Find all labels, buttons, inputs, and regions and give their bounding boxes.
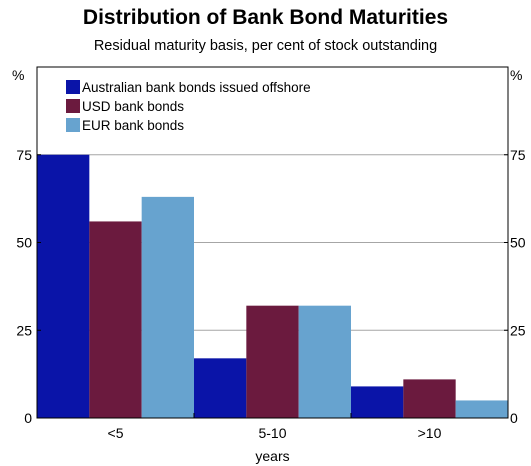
y-tick-label-right: 0 [510, 410, 518, 426]
tick-marks [37, 154, 508, 419]
y-tick-label-right: 75 [510, 147, 526, 163]
y-tick-label-right: 25 [510, 322, 526, 338]
y-tick-label-left: 50 [16, 235, 32, 251]
bar [403, 379, 456, 418]
x-tick-label: <5 [108, 425, 124, 441]
bar [194, 358, 247, 418]
legend: Australian bank bonds issued offshore USD… [66, 80, 311, 133]
bar [246, 305, 299, 418]
legend-swatch [66, 80, 80, 94]
bar [89, 221, 142, 418]
bars [37, 154, 508, 418]
y-unit-right: % [510, 67, 522, 83]
x-tick-label: >10 [418, 425, 442, 441]
y-tick-label-left: 25 [16, 322, 32, 338]
y-tick-label-left: 75 [16, 147, 32, 163]
legend-swatch [66, 118, 80, 132]
bar [141, 196, 194, 418]
y-tick-label-left: 0 [24, 410, 32, 426]
x-tick-label: 5-10 [258, 425, 286, 441]
y-unit-left: % [12, 67, 24, 83]
legend-swatch [66, 99, 80, 113]
chart-subtitle: Residual maturity basis, per cent of sto… [93, 38, 438, 54]
bar [37, 154, 90, 418]
x-axis-label: years [255, 448, 289, 464]
legend-label: Australian bank bonds issued offshore [82, 80, 311, 95]
bar [298, 305, 351, 418]
legend-label: USD bank bonds [82, 99, 184, 114]
legend-label: EUR bank bonds [82, 118, 184, 133]
chart-title: Distribution of Bank Bond Maturities [82, 6, 449, 29]
bar [455, 400, 508, 418]
bar [351, 386, 404, 418]
axis-labels: 0 0 25 25 50 50 75 75% % <5 5-10 >10 years [12, 67, 526, 464]
y-tick-label-right: 50 [510, 235, 526, 251]
